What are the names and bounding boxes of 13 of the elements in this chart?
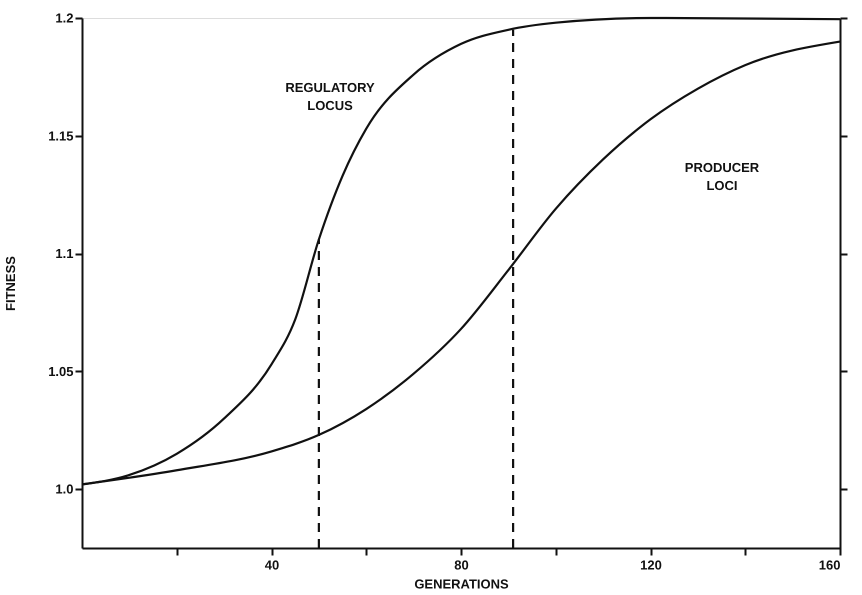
y-tick-label: 1.2	[55, 10, 74, 26]
y-tick-label: 1.0	[55, 482, 74, 497]
x-tick-label: 160	[818, 558, 840, 572]
x-tick-label: 80	[454, 558, 469, 572]
annotation: REGULATORY LOCUS	[285, 80, 375, 113]
y-axis-title: FITNESS	[3, 256, 18, 311]
annotation: PRODUCER LOCI	[684, 160, 760, 193]
x-axis-title: GENERATIONS	[414, 576, 510, 592]
y-tick-label: 1.15	[48, 128, 74, 144]
x-tick-label: 120	[640, 558, 662, 572]
x-tick-label: 40	[264, 558, 280, 572]
y-tick-label: 1.05	[48, 364, 74, 379]
y-tick-label: 1.1	[55, 246, 74, 262]
